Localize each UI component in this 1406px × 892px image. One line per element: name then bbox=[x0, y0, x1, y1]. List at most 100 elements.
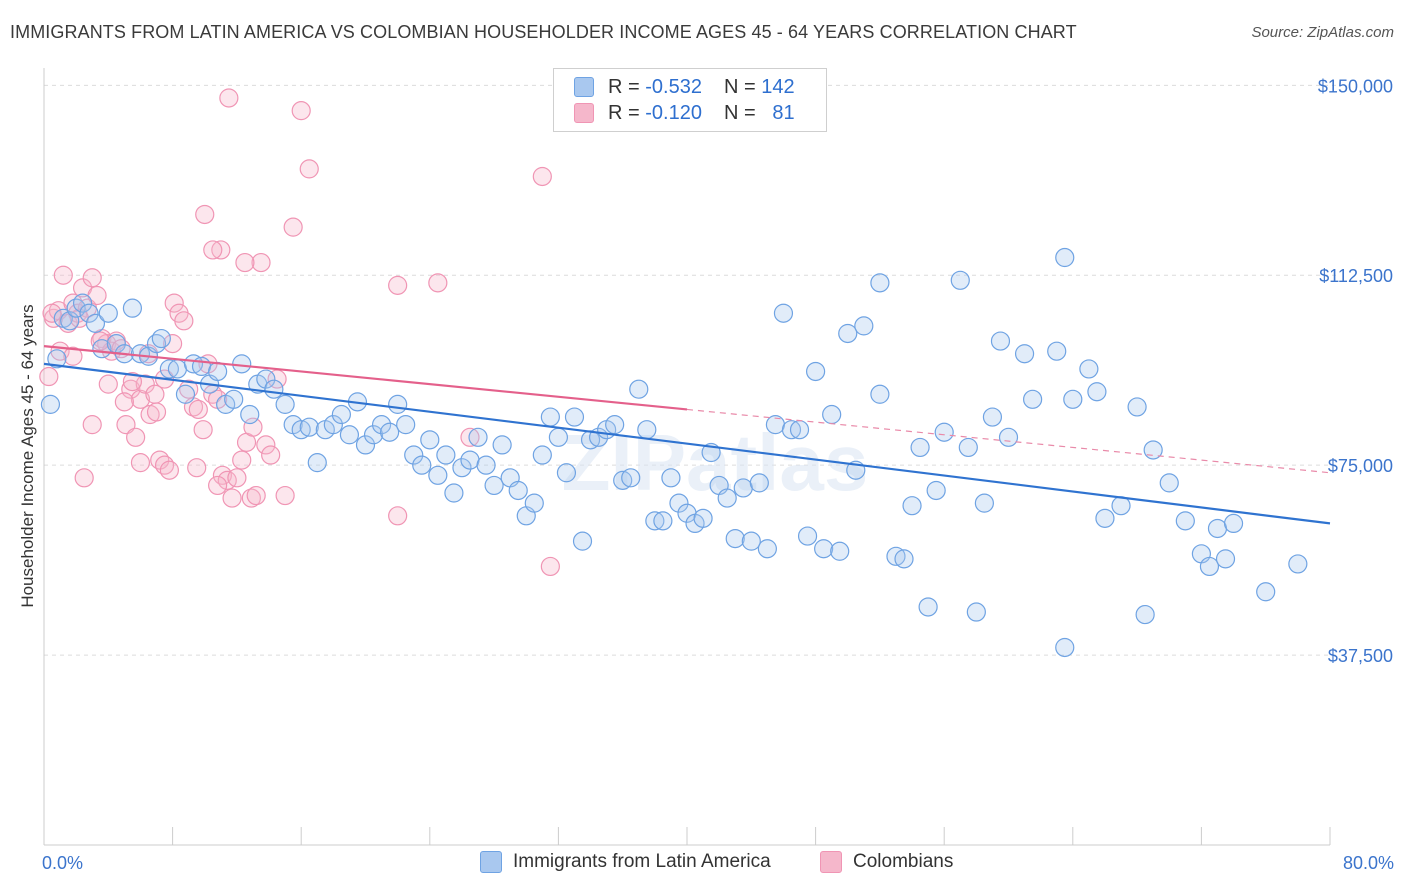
x-tick-labels: 0.0% 80.0% bbox=[42, 853, 1394, 873]
latin-america-point bbox=[1256, 582, 1276, 602]
colombians-point bbox=[532, 166, 552, 187]
latin-america-point bbox=[797, 526, 818, 546]
latin-america-point bbox=[870, 384, 890, 404]
grid-lines bbox=[44, 84, 1340, 656]
legend-item-colombians: Colombians bbox=[820, 851, 953, 873]
latin-america-point bbox=[508, 480, 528, 501]
x-tick-label: 80.0% bbox=[1343, 853, 1394, 873]
latin-america-point bbox=[355, 435, 376, 455]
latin-america-point bbox=[404, 445, 424, 465]
latin-america-point bbox=[476, 455, 496, 475]
latin-america-point bbox=[532, 445, 552, 465]
colombians-point bbox=[222, 488, 242, 508]
latin-america-point bbox=[822, 404, 842, 425]
colombians-point bbox=[219, 88, 239, 108]
colombians-point bbox=[227, 468, 247, 488]
latin-america-point bbox=[982, 407, 1003, 427]
y-tick-label: $75,000 bbox=[1328, 456, 1393, 476]
latin-america-point bbox=[621, 468, 641, 488]
latin-america-point bbox=[805, 361, 826, 382]
colombians-point bbox=[540, 556, 560, 577]
latin-america-point bbox=[79, 303, 99, 323]
latin-america-point bbox=[773, 303, 794, 323]
latin-america-point bbox=[733, 478, 753, 498]
legend-r-label: R = bbox=[608, 75, 640, 98]
colombians-trend-line bbox=[43, 345, 688, 411]
colombians-point bbox=[63, 346, 83, 366]
latin-america-point bbox=[420, 430, 440, 450]
colombians-point bbox=[232, 450, 252, 470]
watermark: ZIPatlas bbox=[562, 418, 869, 507]
colombians-point bbox=[195, 204, 215, 225]
stats-legend: R = -0.532 N = 142 R = -0.120 N = 81 bbox=[553, 68, 827, 132]
colombians-point bbox=[261, 445, 281, 465]
colombians-point bbox=[275, 485, 295, 506]
colombians-point bbox=[53, 265, 73, 285]
latin-america-point bbox=[339, 425, 360, 445]
latin-america-point bbox=[1047, 341, 1067, 361]
latin-america-point bbox=[629, 379, 649, 399]
source-label: Source: ZipAtlas.com bbox=[1251, 24, 1394, 41]
latin-america-point bbox=[232, 354, 252, 374]
y-axis-label: Householder Income Ages 45 - 64 years bbox=[18, 304, 37, 607]
legend-swatch-colombians bbox=[574, 103, 594, 123]
x-tick-label: 0.0% bbox=[42, 853, 83, 873]
latin-america-point bbox=[838, 323, 858, 344]
latin-america-point bbox=[757, 539, 777, 559]
colombians-point bbox=[256, 435, 276, 455]
latin-america-point bbox=[175, 384, 196, 404]
legend-n-label: N = bbox=[723, 75, 756, 98]
latin-america-point bbox=[548, 427, 569, 447]
latin-america-point bbox=[637, 420, 657, 440]
latin-america-point bbox=[484, 475, 504, 496]
latin-america-point bbox=[151, 328, 171, 349]
colombians-point bbox=[126, 427, 146, 447]
latin-america-point bbox=[572, 531, 593, 551]
latin-america-point bbox=[444, 483, 464, 503]
latin-america-point bbox=[605, 415, 625, 435]
legend-swatch-latin-america bbox=[480, 851, 502, 873]
colombians-point bbox=[193, 420, 213, 440]
latin-america-point bbox=[72, 293, 93, 313]
colombians-point bbox=[163, 334, 183, 354]
latin-america-point bbox=[208, 361, 228, 382]
colombians-point bbox=[130, 453, 151, 473]
latin-america-point bbox=[725, 528, 745, 549]
colombians-point bbox=[299, 159, 319, 179]
latin-america-point bbox=[1288, 554, 1308, 574]
latin-america-point bbox=[1223, 513, 1244, 534]
latin-america-point bbox=[1014, 344, 1035, 364]
colombians-point bbox=[211, 240, 231, 260]
series-legend: Immigrants from Latin America Colombians bbox=[0, 851, 1406, 879]
latin-america-point bbox=[789, 420, 810, 440]
latin-america-point bbox=[492, 435, 512, 455]
latin-america-point bbox=[388, 394, 408, 414]
latin-america-point bbox=[1095, 508, 1115, 528]
colombians-points bbox=[39, 88, 560, 577]
legend-n-value: 142 bbox=[761, 75, 795, 98]
legend-r-label: R = bbox=[608, 101, 640, 124]
latin-america-point bbox=[830, 541, 850, 561]
latin-america-point bbox=[974, 493, 994, 513]
latin-america-point bbox=[60, 311, 80, 331]
latin-america-point bbox=[1159, 473, 1179, 493]
latin-america-point bbox=[331, 404, 351, 425]
colombians-point bbox=[187, 458, 207, 478]
colombians-point bbox=[428, 273, 448, 293]
latin-america-point bbox=[556, 463, 577, 483]
latin-america-point bbox=[1079, 359, 1099, 379]
latin-america-point bbox=[363, 425, 384, 445]
latin-america-point bbox=[669, 493, 689, 513]
latin-america-points bbox=[40, 247, 1308, 658]
latin-america-point bbox=[323, 415, 343, 435]
latin-america-point bbox=[380, 422, 400, 442]
legend-n-value: 81 bbox=[772, 101, 795, 124]
legend-row-latin-america: R = -0.532 N = 142 bbox=[574, 75, 795, 99]
latin-america-point bbox=[122, 298, 143, 318]
colombians-point bbox=[174, 311, 194, 331]
axes bbox=[43, 68, 1331, 846]
y-tick-label: $150,000 bbox=[1318, 76, 1393, 96]
latin-america-point bbox=[661, 468, 681, 488]
colombians-point bbox=[251, 252, 271, 273]
latin-america-point bbox=[1087, 382, 1107, 402]
